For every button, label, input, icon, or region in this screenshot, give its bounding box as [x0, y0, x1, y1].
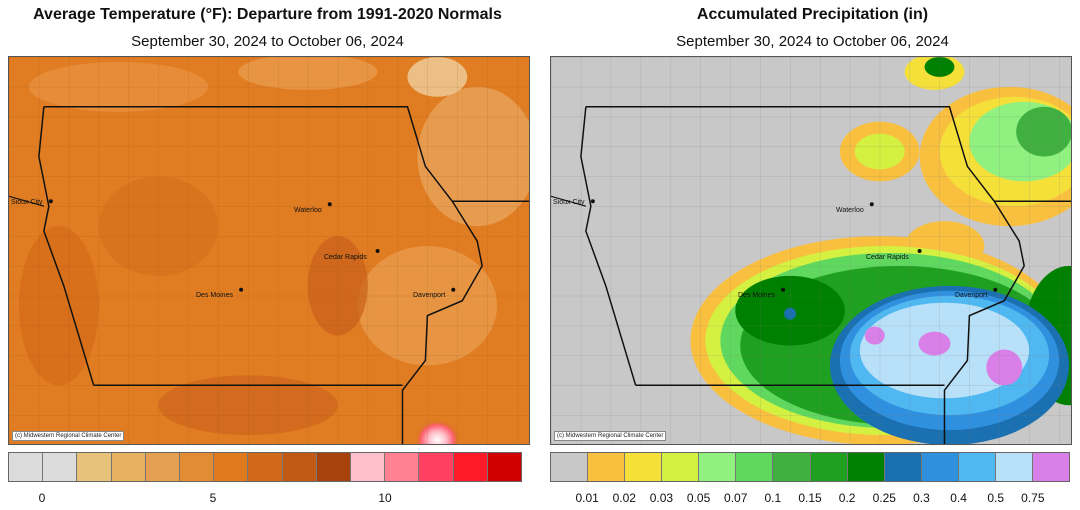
- temperature-legend-swatch: [43, 453, 78, 481]
- city-label-cedar-rapids: Cedar Rapids: [866, 254, 909, 261]
- temperature-legend-swatch: [9, 453, 44, 481]
- precipitation-legend-tick: 0.25: [872, 491, 896, 505]
- precipitation-map: Sioux City Waterloo Cedar Rapids Des Moi…: [550, 56, 1072, 445]
- precipitation-legend-swatch: [1033, 453, 1070, 481]
- temperature-legend-swatch: [77, 453, 112, 481]
- precipitation-legend-tick: 0.2: [838, 491, 856, 505]
- precipitation-legend-swatch: [921, 453, 959, 481]
- temperature-legend-swatch: [145, 453, 181, 481]
- city-label-waterloo: Waterloo: [294, 207, 322, 214]
- city-label-davenport: Davenport: [413, 292, 446, 299]
- precipitation-legend-swatch: [884, 453, 922, 481]
- temperature-legend-swatch: [248, 453, 283, 481]
- temperature-legend-swatch: [282, 453, 317, 481]
- precipitation-legend-swatch: [662, 453, 700, 481]
- temperature-legend: [8, 452, 522, 482]
- temperature-legend-swatch: [111, 453, 146, 481]
- precipitation-legend-tick: 0.5: [987, 491, 1005, 505]
- precipitation-legend-swatch: [810, 453, 848, 481]
- city-label-des-moines: Des Moines: [738, 292, 775, 299]
- city-label-cedar-rapids: Cedar Rapids: [324, 254, 367, 261]
- precipitation-legend-tick: 0.07: [724, 491, 748, 505]
- precipitation-legend-swatch: [847, 453, 885, 481]
- precipitation-panel: Accumulated Precipitation (in) September…: [545, 0, 1080, 510]
- temperature-legend-tick: 5: [209, 491, 217, 505]
- precipitation-legend-swatch: [551, 453, 589, 481]
- city-label-waterloo: Waterloo: [836, 207, 864, 214]
- temperature-panel: Average Temperature (°F): Departure from…: [0, 0, 535, 510]
- precipitation-legend-swatch: [773, 453, 811, 481]
- precipitation-legend-tick: 0.75: [1021, 491, 1045, 505]
- precipitation-legend-tick: 0.1: [764, 491, 782, 505]
- precipitation-legend-swatch: [625, 453, 663, 481]
- temperature-legend-tick: 10: [378, 491, 392, 505]
- precipitation-map-graphic: [551, 57, 1071, 444]
- precipitation-legend-swatch: [995, 453, 1034, 481]
- temperature-legend-tick: 0: [38, 491, 46, 505]
- precipitation-legend-swatch: [958, 453, 996, 481]
- precipitation-legend-tick: 0.4: [950, 491, 967, 505]
- temperature-title: Average Temperature (°F): Departure from…: [33, 6, 502, 23]
- temperature-legend-swatch: [351, 453, 386, 481]
- city-label-sioux-city: Sioux City: [11, 199, 43, 206]
- temperature-legend-swatch: [214, 453, 249, 481]
- precipitation-legend-tick: 0.05: [686, 491, 711, 505]
- precipitation-legend-tick: 0.02: [612, 491, 636, 505]
- precipitation-legend-tick: 0.03: [649, 491, 674, 505]
- city-label-des-moines: Des Moines: [196, 292, 233, 299]
- temperature-map-graphic: [9, 57, 529, 444]
- precipitation-title: Accumulated Precipitation (in): [696, 6, 929, 23]
- city-label-davenport: Davenport: [955, 292, 988, 299]
- precipitation-credit: (c) Midwestern Regional Climate Center: [554, 431, 667, 441]
- temperature-date-range: September 30, 2024 to October 06, 2024: [131, 33, 404, 50]
- precipitation-legend-tick: 0.15: [798, 491, 822, 505]
- temperature-legend-swatch: [180, 453, 215, 481]
- temperature-map: Sioux City Waterloo Cedar Rapids Des Moi…: [8, 56, 530, 445]
- temperature-legend-swatch: [385, 453, 420, 481]
- temperature-legend-swatch: [419, 453, 454, 481]
- city-label-sioux-city: Sioux City: [553, 199, 585, 206]
- precipitation-legend-swatch: [736, 453, 774, 481]
- precipitation-legend-tick: 0.01: [575, 491, 599, 505]
- temperature-legend-swatch: [316, 453, 352, 481]
- precipitation-legend-swatch: [588, 453, 626, 481]
- temperature-legend-swatch: [487, 453, 522, 481]
- temperature-credit: (c) Midwestern Regional Climate Center: [12, 431, 125, 441]
- precipitation-legend-tick: 0.3: [913, 491, 930, 505]
- precipitation-legend: [550, 452, 1070, 482]
- precipitation-legend-swatch: [699, 453, 737, 481]
- precipitation-date-range: September 30, 2024 to October 06, 2024: [676, 33, 949, 50]
- temperature-legend-swatch: [453, 453, 488, 481]
